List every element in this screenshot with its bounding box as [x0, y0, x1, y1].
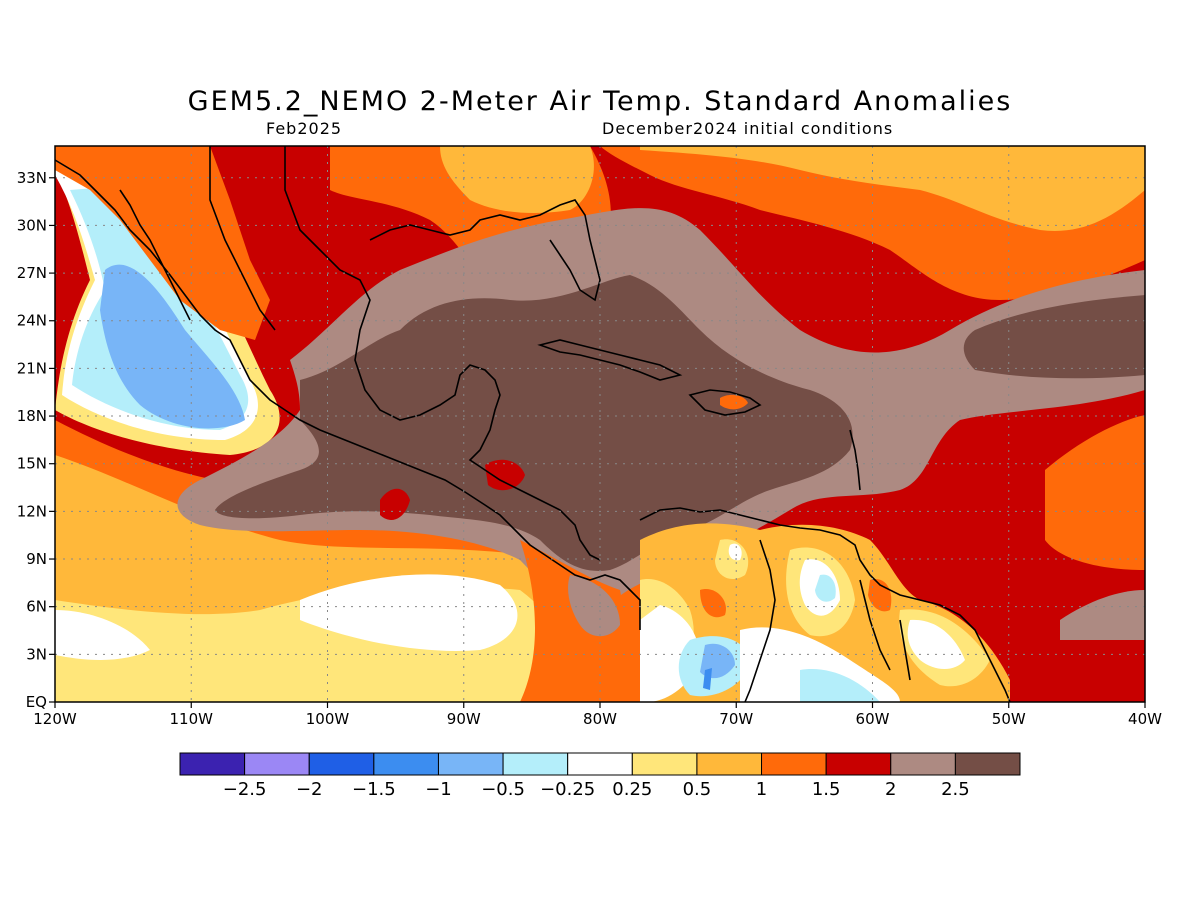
colorbar-label: −0.5: [481, 779, 525, 800]
colorbar-label: 0.25: [612, 779, 652, 800]
colorbar-label: −2.5: [223, 779, 267, 800]
x-tick-label: 120W: [33, 710, 77, 728]
y-tick-label: 15N: [17, 455, 47, 473]
colorbar-label: 1: [756, 779, 767, 800]
anomaly-field: [55, 146, 1145, 702]
colorbar-swatch: [696, 752, 763, 776]
colorbar-swatch: [890, 752, 956, 776]
x-tick-label: 50W: [992, 710, 1026, 728]
y-tick-label: 33N: [17, 169, 47, 187]
chart-title: GEM5.2_NEMO 2-Meter Air Temp. Standard A…: [187, 86, 1013, 117]
y-tick-label: 18N: [17, 407, 47, 425]
y-tick-label: 12N: [17, 502, 47, 520]
y-tick-label: 27N: [17, 264, 47, 282]
colorbar-swatch: [502, 752, 569, 776]
colorbar-swatch: [244, 752, 310, 776]
y-tick-label: 3N: [26, 645, 47, 663]
colorbar-label: 0.5: [683, 779, 712, 800]
colorbar: −2.5 −2 −1.5 −1 −0.5 −0.25 0.25 0.5 1 1.5 2 2.5: [179, 752, 1021, 800]
x-tick-label: 100W: [306, 710, 350, 728]
colorbar-label: −1.5: [352, 779, 396, 800]
y-tick-label: 24N: [17, 312, 47, 330]
initial-conditions: December2024 initial conditions: [602, 119, 894, 138]
x-tick-label: 90W: [447, 710, 481, 728]
colorbar-swatch: [179, 752, 246, 776]
y-axis: EQ 3N 6N 9N 12N 15N 18N 21N 24N 27N 30N 33N: [17, 169, 55, 711]
y-tick-label: EQ: [26, 693, 47, 711]
colorbar-label: 1.5: [812, 779, 841, 800]
colorbar-label: 2.5: [941, 779, 970, 800]
x-tick-label: 60W: [856, 710, 890, 728]
x-tick-label: 110W: [170, 710, 214, 728]
map-grid: [55, 146, 1145, 702]
y-tick-label: 9N: [26, 550, 47, 568]
colorbar-label: −1: [425, 779, 452, 800]
colorbar-swatch: [308, 752, 375, 776]
y-tick-label: 21N: [17, 359, 47, 377]
x-tick-label: 80W: [583, 710, 617, 728]
colorbar-label: 2: [885, 779, 896, 800]
x-tick-label: 40W: [1128, 710, 1162, 728]
x-axis: 120W 110W 100W 90W 80W 70W 60W 50W 40W: [33, 702, 1162, 728]
colorbar-swatch: [761, 752, 827, 776]
coastlines: [55, 146, 1011, 702]
colorbar-swatch: [567, 752, 633, 776]
y-tick-label: 30N: [17, 216, 47, 234]
colorbar-swatch: [954, 752, 1021, 776]
colorbar-swatch: [825, 752, 892, 776]
forecast-month: Feb2025: [266, 119, 343, 138]
colorbar-label: −0.25: [540, 779, 595, 800]
colorbar-label: −2: [296, 779, 323, 800]
y-tick-label: 6N: [26, 598, 47, 616]
colorbar-swatch: [631, 752, 698, 776]
colorbar-swatch: [437, 752, 504, 776]
colorbar-swatch: [373, 752, 439, 776]
x-tick-label: 70W: [719, 710, 753, 728]
